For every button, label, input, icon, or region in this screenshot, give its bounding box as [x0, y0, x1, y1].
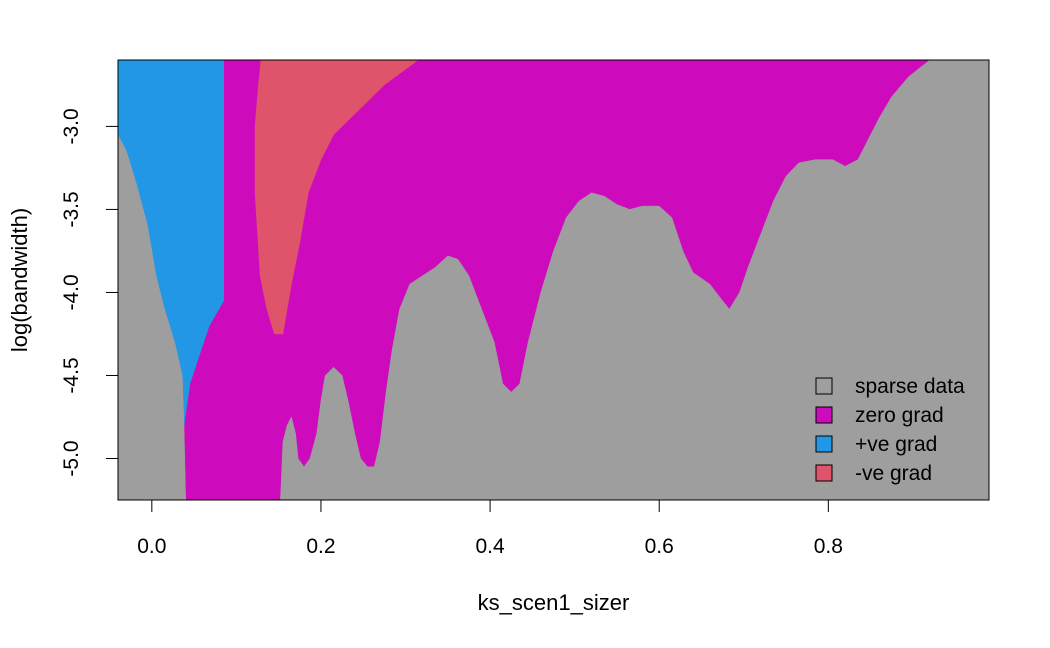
y-tick-label: -3.0 — [60, 108, 83, 144]
y-axis: -3.0 -3.5 -4.0 -4.5 -5.0 — [60, 108, 119, 477]
x-tick-label: 0.0 — [137, 535, 166, 558]
y-tick-label: -5.0 — [60, 440, 83, 476]
legend-swatch — [815, 464, 833, 482]
y-tick-label: -4.5 — [60, 357, 83, 393]
legend-label: zero grad — [855, 404, 944, 427]
x-axis: 0.0 0.2 0.4 0.6 0.8 — [137, 499, 843, 558]
y-tick-label: -4.0 — [60, 274, 83, 310]
y-tick-label: -3.5 — [60, 191, 83, 227]
region-sparse-4 — [280, 60, 989, 500]
legend-label: -ve grad — [855, 462, 932, 485]
legend-swatch — [815, 435, 833, 453]
x-tick-label: 0.4 — [475, 535, 505, 558]
region-sparse-3 — [118, 134, 186, 500]
y-axis-label: log(bandwidth) — [7, 208, 32, 352]
legend-swatch — [815, 406, 833, 424]
legend-label: +ve grad — [855, 433, 937, 456]
region-neg-2 — [254, 60, 419, 335]
legend: sparse data zero grad +ve grad -ve grad — [815, 375, 965, 485]
x-tick-label: 0.2 — [306, 535, 335, 558]
legend-swatch — [815, 377, 833, 395]
plot-regions — [118, 60, 989, 500]
legend-label: sparse data — [855, 375, 965, 398]
x-axis-label: ks_scen1_sizer — [478, 590, 630, 615]
x-tick-label: 0.8 — [814, 535, 843, 558]
x-tick-label: 0.6 — [645, 535, 674, 558]
